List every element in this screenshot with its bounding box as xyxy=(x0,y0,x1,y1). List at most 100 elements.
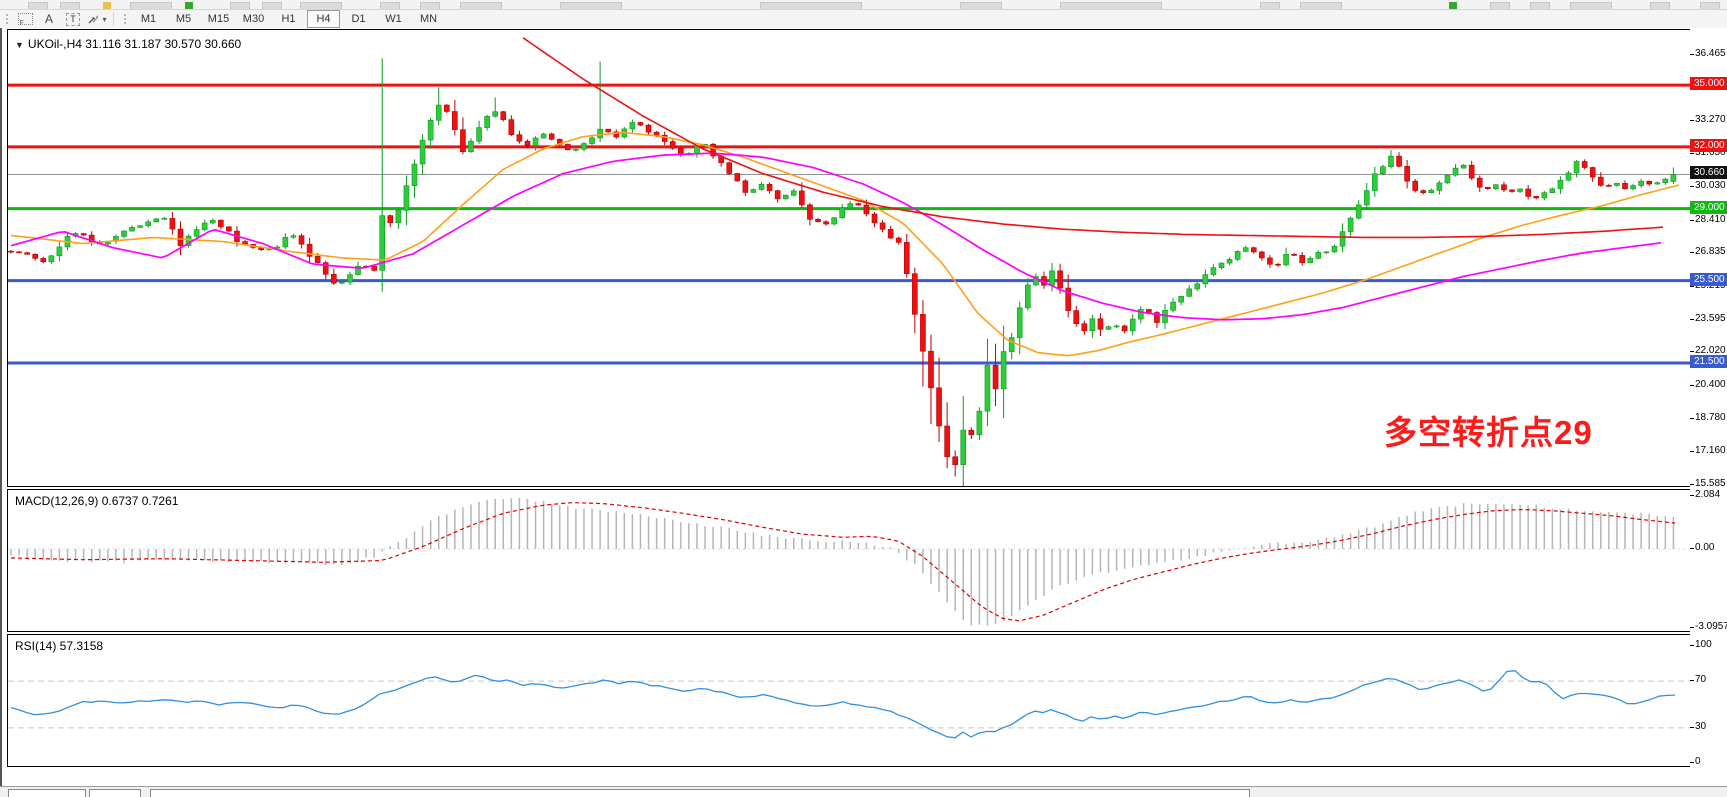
candle-body xyxy=(766,184,773,191)
rsi-tick-0: 0 xyxy=(1690,756,1727,768)
toolbar-fragment-button xyxy=(380,2,400,9)
candle-body xyxy=(484,115,490,128)
candle-body xyxy=(153,218,160,223)
price-tick-17.160: 17.160 xyxy=(1690,445,1727,457)
candlestick-chart[interactable] xyxy=(8,30,1691,486)
toolbar-fragment-button xyxy=(1490,2,1510,9)
candle-body xyxy=(1493,184,1499,189)
macd-tick-2.084: 2.084 xyxy=(1690,489,1727,501)
toolbar-fragment-button xyxy=(1530,2,1550,9)
candle-body xyxy=(1323,251,1330,254)
candle-body xyxy=(314,256,321,263)
candle-body xyxy=(944,425,950,458)
candle-body xyxy=(710,143,716,157)
macd-pane[interactable]: MACD(12,26,9) 0.6737 0.7261 xyxy=(7,489,1692,632)
timeframe-button-m1[interactable]: M1 xyxy=(140,13,157,25)
candle-body xyxy=(1291,254,1297,256)
toolbar-fragment-button xyxy=(1300,2,1342,9)
dotted-grid-icon[interactable]: F xyxy=(13,11,37,27)
price-tick-31.650: 31.650 xyxy=(1690,147,1727,159)
main-price-pane[interactable]: ▼ UKOil-,H4 31.116 31.187 30.570 30.660 多… xyxy=(7,29,1692,487)
candle-body xyxy=(1065,287,1071,311)
candle-body xyxy=(1589,167,1596,178)
price-tick-30.030: 30.030 xyxy=(1690,180,1727,192)
candle-body xyxy=(1420,190,1427,193)
candle-body xyxy=(815,219,821,222)
candle-body xyxy=(629,122,636,130)
candle-body xyxy=(734,173,741,182)
candle-body xyxy=(920,314,926,352)
macd-label: MACD(12,26,9) 0.6737 0.7261 xyxy=(15,494,179,508)
symbol-dropdown-icon[interactable]: ▼ xyxy=(15,40,24,50)
timeframe-button-m15[interactable]: M15 xyxy=(207,13,230,25)
timeframe-button-w1[interactable]: W1 xyxy=(385,13,402,25)
toolbar-fragment-button xyxy=(130,2,172,9)
toolbar-grip[interactable] xyxy=(3,12,10,26)
timeframe-button-m5[interactable]: M5 xyxy=(175,13,192,25)
candle-body xyxy=(871,213,878,224)
candle-body xyxy=(589,137,595,144)
candle-body xyxy=(976,410,983,436)
candle-body xyxy=(508,119,515,135)
candle-body xyxy=(185,235,192,246)
chart-tab[interactable] xyxy=(150,789,1250,797)
candle-body xyxy=(355,265,361,275)
candle-body xyxy=(807,204,813,220)
price-tick-28.410: 28.410 xyxy=(1690,214,1727,226)
candle-body xyxy=(1541,192,1548,199)
candle-body xyxy=(887,229,894,239)
timeframe-grip[interactable] xyxy=(121,12,128,26)
candle-body xyxy=(895,237,902,243)
macd-tick-0.00: 0.00 xyxy=(1690,542,1727,554)
candle-body xyxy=(427,119,434,141)
candle-body xyxy=(290,235,297,238)
toolbar-fragment-button xyxy=(230,2,250,9)
timeframe-button-m30[interactable]: M30 xyxy=(242,13,265,25)
candle-body xyxy=(419,139,426,165)
candle-body xyxy=(1436,182,1443,191)
chart-tab[interactable] xyxy=(8,789,86,797)
rsi-pane[interactable]: RSI(14) 57.3158 xyxy=(7,634,1692,767)
candle-body xyxy=(669,141,676,149)
candle-body xyxy=(968,429,975,436)
toolbar-fragment-highlight xyxy=(103,2,111,9)
candle-body xyxy=(24,252,30,255)
macd-tick--3.0957: -3.0957 xyxy=(1690,621,1727,633)
timeframe-button-h1[interactable]: H1 xyxy=(281,13,296,25)
candle-body xyxy=(1476,177,1483,188)
candle-body xyxy=(960,429,967,465)
candle-body xyxy=(912,273,918,315)
candle-body xyxy=(411,163,418,186)
timeframe-button-mn[interactable]: MN xyxy=(419,13,438,25)
candle-body xyxy=(1573,161,1580,174)
text-label-icon[interactable]: A xyxy=(44,12,53,26)
symbol-ohlc-line[interactable]: ▼ UKOil-,H4 31.116 31.187 30.570 30.660 xyxy=(15,37,241,51)
toolbar-separator xyxy=(113,12,114,26)
toolbar-fragment-button xyxy=(1570,2,1612,9)
candle-body xyxy=(80,233,87,236)
candle-body xyxy=(1105,326,1112,330)
candle-body xyxy=(1557,179,1564,190)
candle-body xyxy=(936,387,942,427)
timeframe-button-h4[interactable]: H4 xyxy=(307,10,340,28)
chart-tab[interactable] xyxy=(89,789,141,797)
candle-body xyxy=(1234,251,1241,260)
candle-body xyxy=(1355,204,1362,219)
candle-body xyxy=(1581,161,1588,168)
candle-body xyxy=(1533,196,1540,199)
candle-body xyxy=(209,220,216,224)
text-box-icon[interactable]: T xyxy=(61,11,85,27)
candle-body xyxy=(678,148,684,155)
rsi-chart xyxy=(8,670,1691,739)
candle-body xyxy=(282,236,289,248)
candle-body xyxy=(548,133,555,140)
candle-body xyxy=(193,229,200,237)
rsi-line xyxy=(10,670,1676,739)
candle-body xyxy=(468,140,474,152)
timeframe-button-d1[interactable]: D1 xyxy=(351,13,366,25)
price-badge-21.500: 21.500 xyxy=(1690,354,1727,368)
dropdown-caret-icon[interactable]: ▾ xyxy=(102,14,107,24)
arrow-objects-icon[interactable]: ▾ xyxy=(85,11,109,27)
candle-body xyxy=(1000,351,1007,390)
